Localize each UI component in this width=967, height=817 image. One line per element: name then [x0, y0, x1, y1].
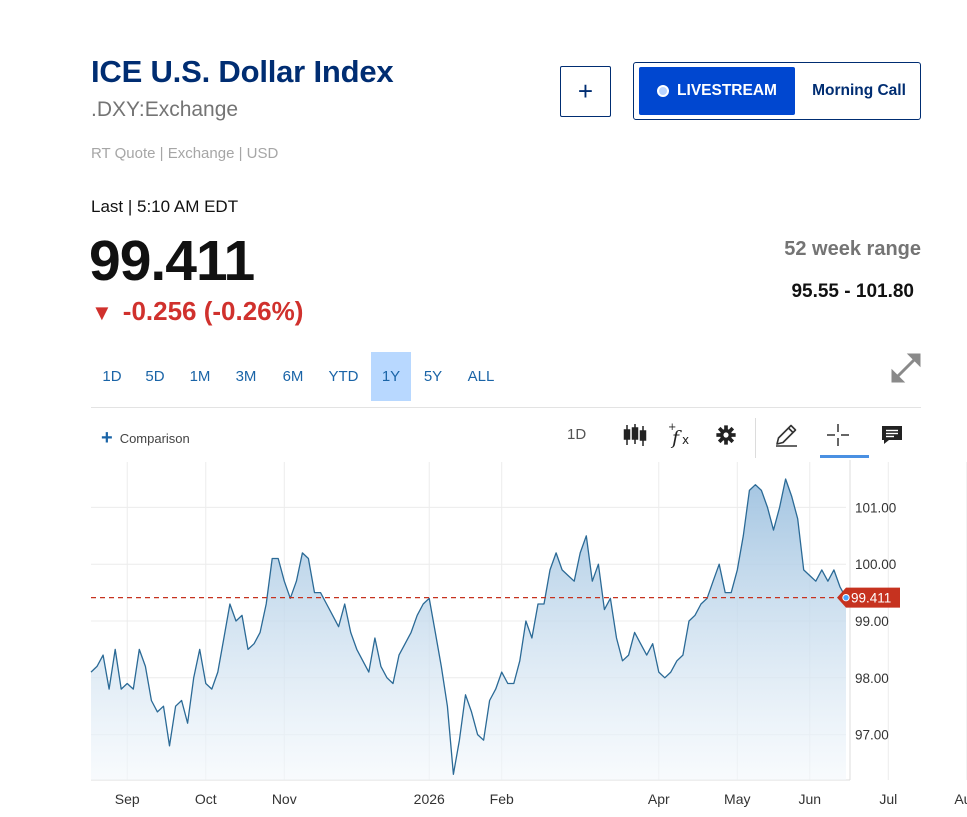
y-tick-label: 97.00: [855, 728, 889, 743]
comment-icon[interactable]: [878, 421, 906, 449]
time-range-tabs: 1D 5D 1M 3M 6M YTD 1Y 5Y ALL: [92, 352, 507, 401]
crosshair-icon[interactable]: [824, 421, 852, 449]
x-tick-label: Oct: [195, 791, 217, 807]
livestream-container: [633, 62, 921, 120]
live-dot-icon: [657, 85, 670, 97]
settings-gear-icon[interactable]: [712, 421, 740, 449]
active-tool-indicator: [820, 455, 869, 458]
tab-1m[interactable]: 1M: [189, 368, 211, 385]
svg-text:+: +: [668, 422, 676, 433]
function-icon[interactable]: + f x: [666, 421, 694, 449]
quote-meta: RT Quote | Exchange | USD: [91, 145, 279, 162]
last-price-tag-shape: [837, 587, 900, 608]
tab-3m[interactable]: 3M: [235, 368, 257, 385]
tab-5d[interactable]: 5D: [145, 368, 165, 385]
plus-icon: +: [101, 427, 113, 449]
x-tick-label: Sep: [115, 791, 140, 807]
y-tick-label: 99.00: [855, 614, 889, 629]
week-range-value: 95.55 - 101.80: [791, 281, 914, 302]
y-axis: 97.00 98.00 99.00 100.00 101.00: [855, 500, 896, 742]
price-line: [90, 478, 847, 775]
symbol-label: .DXY:Exchange: [91, 98, 239, 121]
change-value: -0.256 (-0.26%): [122, 296, 304, 326]
y-tick-label: 98.00: [855, 671, 889, 686]
svg-text:f: f: [670, 427, 682, 449]
last-price-tag: 99.411: [837, 587, 900, 608]
tab-5y[interactable]: 5Y: [423, 368, 443, 385]
x-tick-label: May: [724, 791, 750, 807]
x-tick-label: Nov: [272, 791, 297, 807]
divider: [91, 407, 921, 408]
price-chart[interactable]: 97.00 98.00 99.00 100.00 101.00 Sep Oct Nov 202…: [0, 460, 967, 817]
week-range-label: 52 week range: [784, 238, 921, 260]
livestream-label: LIVESTREAM: [677, 82, 777, 99]
price-change: ▼ -0.256 (-0.26%): [91, 296, 303, 327]
tab-all[interactable]: ALL: [467, 368, 495, 385]
draw-pencil-icon[interactable]: [772, 421, 800, 449]
tab-ytd[interactable]: YTD: [328, 368, 359, 385]
svg-text:x: x: [682, 433, 689, 447]
x-tick-label: Feb: [490, 791, 514, 807]
x-tick-label: Apr: [648, 791, 670, 807]
toolbar-separator: [755, 418, 756, 458]
x-tick-label: 2026: [414, 791, 445, 807]
comparison-label: Comparison: [119, 430, 190, 446]
tab-1d[interactable]: 1D: [102, 368, 122, 385]
x-tick-label: Aug: [954, 791, 967, 807]
last-price: 99.411: [89, 229, 255, 293]
expand-icon[interactable]: [888, 350, 924, 386]
tab-6m[interactable]: 6M: [282, 368, 304, 385]
y-tick-label: 100.00: [855, 557, 896, 572]
last-point-marker: [842, 593, 850, 602]
last-price-tag-label: 99.411: [851, 591, 891, 606]
tab-1y[interactable]: 1Y: [371, 352, 411, 401]
last-trade-label: Last | 5:10 AM EDT: [91, 197, 239, 216]
livestream-button[interactable]: LIVESTREAM: [639, 67, 795, 115]
x-tick-label: Jul: [879, 791, 897, 807]
interval-selector[interactable]: 1D: [567, 426, 587, 443]
x-axis: Sep Oct Nov 2026 Feb Apr May Jun Jul Aug: [115, 791, 967, 807]
down-arrow-icon: ▼: [91, 300, 113, 325]
x-tick-label: Jun: [798, 791, 821, 807]
price-area: [91, 479, 846, 780]
page-title: ICE U.S. Dollar Index: [91, 54, 394, 89]
candlestick-icon[interactable]: [621, 421, 649, 449]
add-to-watchlist-button[interactable]: +: [560, 66, 611, 117]
y-tick-label: 101.00: [855, 500, 896, 515]
morning-call-link[interactable]: Morning Call: [812, 82, 906, 99]
comparison-button[interactable]: + Comparison: [101, 428, 190, 448]
